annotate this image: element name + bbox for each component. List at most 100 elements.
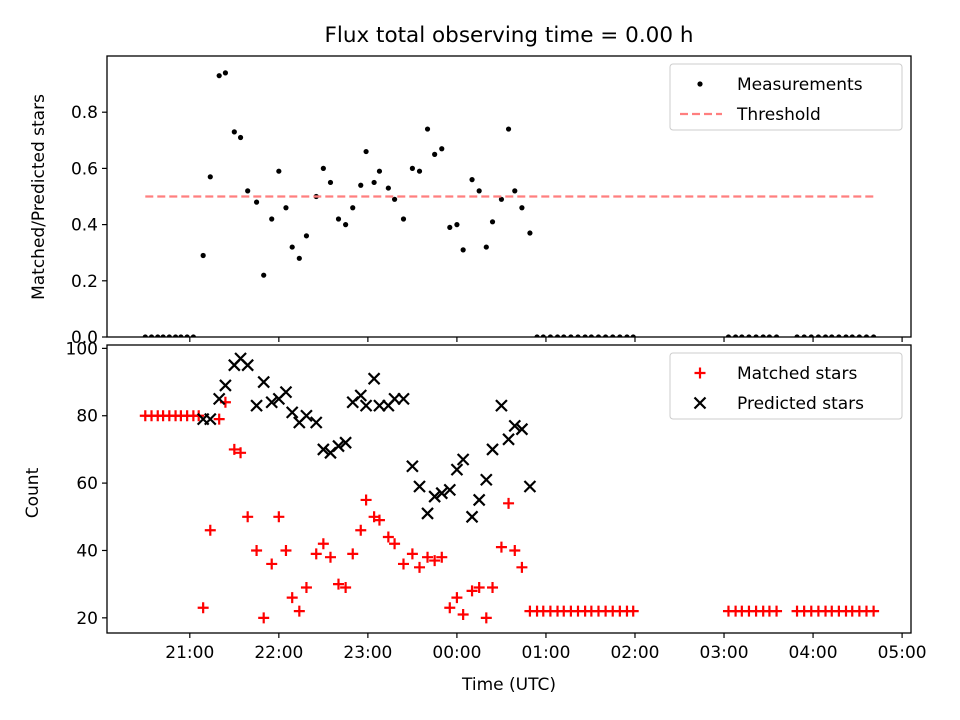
top-ytick-label: 0.4: [71, 216, 98, 236]
measurements-point: [237, 134, 244, 141]
measurements-point: [296, 255, 302, 261]
measurements-point: [261, 272, 267, 278]
predicted-stars-point: [257, 375, 270, 389]
matched-stars-point: [340, 582, 352, 594]
matched-stars-point: [266, 558, 278, 570]
predicted-stars-point: [406, 459, 419, 473]
bottom-ytick-label: 60: [76, 474, 98, 494]
predicted-stars-point: [495, 399, 508, 412]
matched-stars-point: [293, 605, 305, 617]
predicted-stars-point: [367, 372, 381, 385]
matched-stars-point: [771, 605, 783, 617]
predicted-stars-point: [421, 507, 434, 520]
predicted-stars-point: [523, 480, 537, 493]
measurements-point: [289, 244, 295, 250]
measurements-point: [320, 165, 326, 171]
matched-stars-point: [436, 551, 448, 563]
predicted-stars-point: [219, 379, 232, 392]
matched-stars-point: [397, 558, 409, 570]
matched-stars-point: [503, 497, 515, 509]
bottom-plot-area: [139, 352, 880, 624]
predicted-stars-point: [480, 473, 493, 487]
measurements-point: [391, 196, 398, 202]
bottom-panel-ylabel: Count: [23, 467, 43, 518]
matched-stars-point: [627, 605, 639, 617]
bottom-ytick-label: 40: [76, 541, 98, 561]
top-ytick-label: 0.8: [71, 103, 98, 123]
bottom-ytick-label: 100: [66, 339, 98, 359]
predicted-stars-point: [309, 416, 323, 429]
matched-stars-point: [457, 608, 469, 620]
matched-stars-point: [310, 548, 322, 560]
matched-stars-point: [414, 561, 426, 573]
measurements-point: [245, 188, 251, 194]
predicted-stars-point: [465, 510, 479, 524]
matched-stars-point: [204, 524, 216, 536]
predicted-stars-point: [265, 395, 278, 409]
legend-matched-stars-label: Matched stars: [737, 364, 857, 384]
measurements-point: [439, 146, 445, 152]
matched-stars-point: [324, 551, 336, 563]
bottom-xtick-label: 02:00: [610, 643, 659, 663]
predicted-stars-point: [204, 412, 217, 426]
predicted-stars-point: [502, 433, 515, 446]
measurements-point: [432, 151, 438, 157]
legend-measurements-marker: [697, 81, 703, 87]
measurements-point: [489, 219, 496, 225]
matched-stars-point: [509, 544, 521, 556]
measurements-point: [231, 129, 237, 135]
predicted-stars-point: [450, 463, 464, 476]
measurements-point: [424, 126, 431, 132]
matched-stars-point: [258, 612, 270, 624]
predicted-stars-point: [359, 399, 373, 412]
predicted-stars-point: [354, 389, 368, 402]
top-panel: 0.0 0.2 0.4 0.6 0.8 Measurements Threshold: [71, 55, 912, 348]
legend-threshold-label: Threshold: [736, 105, 821, 125]
measurements-point: [416, 168, 423, 174]
measurements-point: [519, 205, 525, 211]
measurements-point: [335, 216, 342, 222]
matched-stars-point: [495, 541, 507, 553]
predicted-stars-point: [212, 392, 226, 406]
predicted-stars-point: [332, 439, 345, 453]
measurements-point: [358, 182, 364, 188]
predicted-stars-point: [300, 409, 313, 423]
matched-stars-point: [251, 544, 263, 556]
predicted-stars-point: [486, 443, 499, 456]
matched-stars-point: [280, 544, 292, 556]
measurements-point: [216, 73, 222, 79]
bottom-xtick-label: 05:00: [878, 643, 927, 663]
matched-stars-point: [382, 531, 394, 543]
predicted-stars-point: [388, 392, 401, 406]
matched-stars-point: [242, 511, 254, 523]
bottom-panel: 20 40 60 80 100 21:00 22:00 23:00 00:00 01:00 02:0…: [66, 339, 927, 663]
matched-stars-point: [332, 578, 344, 590]
matched-stars-point: [317, 538, 329, 550]
bottom-ytick-label: 20: [76, 609, 98, 629]
measurements-point: [460, 247, 466, 253]
measurements-point: [469, 177, 475, 183]
matched-stars-point: [373, 514, 385, 526]
predicted-stars-point: [443, 483, 457, 497]
bottom-axes-frame: [106, 344, 912, 634]
predicted-stars-point: [428, 490, 441, 503]
matched-stars-point: [355, 524, 367, 536]
matched-stars-point: [422, 551, 434, 563]
measurements-point: [371, 179, 377, 186]
matched-stars-point: [473, 582, 485, 594]
measurements-point: [283, 205, 289, 211]
predicted-stars-point: [317, 443, 330, 456]
bottom-xtick-label: 00:00: [432, 643, 481, 663]
measurements-point: [222, 70, 229, 76]
measurements-point: [350, 205, 356, 211]
predicted-stars-point: [435, 486, 449, 500]
measurements-point: [207, 174, 213, 180]
bottom-xtick-label: 22:00: [254, 643, 303, 663]
measurements-point: [454, 222, 460, 228]
top-chart-title: Flux total observing time = 0.00 h: [325, 23, 694, 48]
matched-stars-point: [347, 548, 359, 560]
measurements-point: [476, 188, 482, 194]
measurements-point: [527, 230, 533, 236]
predicted-stars-point: [472, 493, 486, 507]
